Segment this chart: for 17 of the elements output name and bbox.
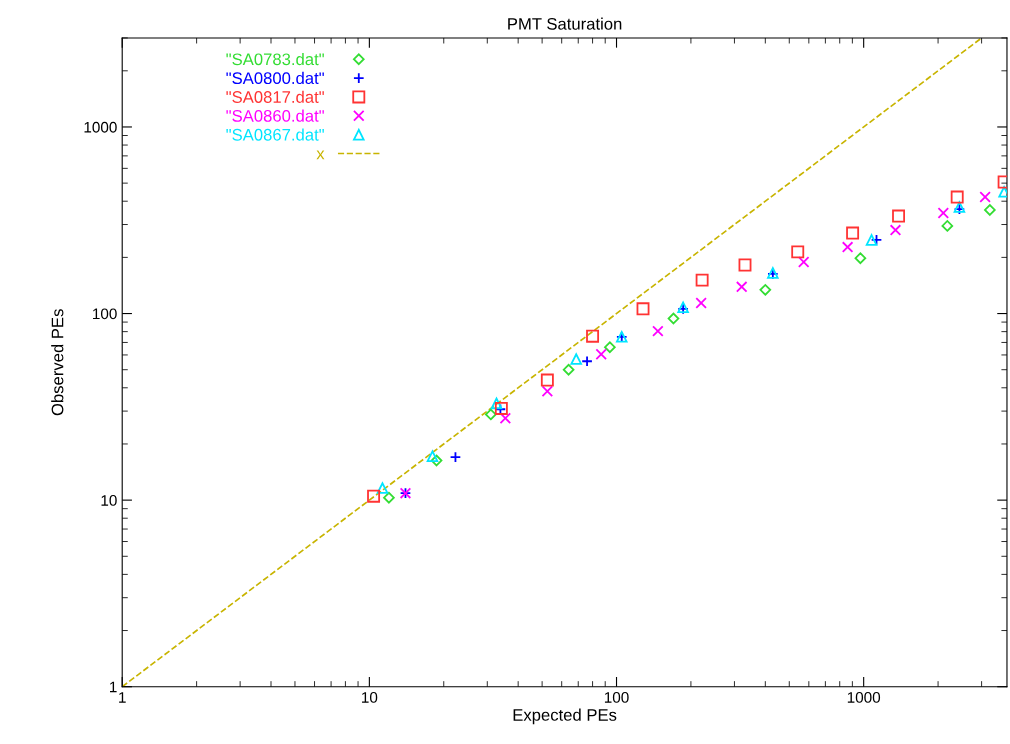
y-axis-title: Observed PEs [51,309,64,416]
legend-label: "SA0817.dat" [226,90,324,103]
legend-label: "SA0800.dat" [226,71,324,85]
x-tick-label: 1000 [847,691,881,703]
y-tick-label: 10 [101,495,117,506]
x-tick-label: 100 [604,691,629,703]
legend-label: "SA0860.dat" [226,109,324,122]
x-axis-title: Expected PEs [513,708,617,725]
legend-label: "SA0867.dat" [226,128,324,141]
legend-label: x [316,150,325,160]
y-tick-label: 1000 [84,121,117,133]
chart-title: PMT Saturation [508,17,622,30]
y-tick-label: 1 [110,681,117,693]
legend-label: "SA0783.dat" [226,52,324,66]
x-tick-label: 1 [119,692,126,703]
x-tick-label: 10 [362,691,378,703]
y-tick-label: 100 [93,308,117,320]
